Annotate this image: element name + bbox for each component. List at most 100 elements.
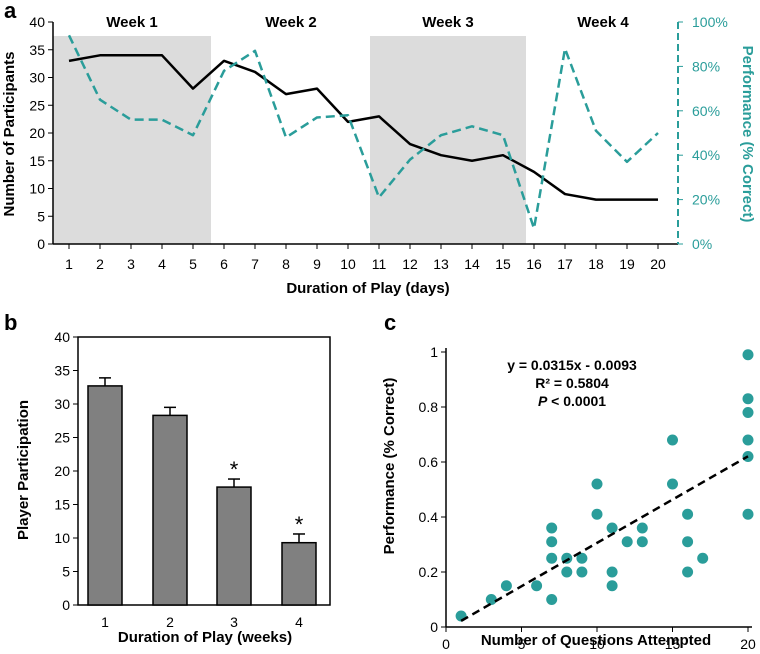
x-tick-label: 20 xyxy=(650,256,666,272)
y-axis-title-a: Number of Participants xyxy=(1,51,18,216)
x-axis-title-c: Number of Questions Attempted xyxy=(481,632,711,649)
x-tick-label: 3 xyxy=(230,614,238,630)
data-point xyxy=(682,566,694,578)
y-tick-label: 20 xyxy=(29,125,45,141)
y-tick-label: 40 xyxy=(54,329,70,345)
data-point xyxy=(531,580,543,592)
bar xyxy=(216,486,252,606)
data-point xyxy=(546,522,558,534)
y-tick-label: 35 xyxy=(29,42,45,58)
x-tick-label: 9 xyxy=(313,256,321,272)
panel-b-label: b xyxy=(4,310,17,335)
data-point xyxy=(742,434,754,446)
x-tick-label: 2 xyxy=(166,614,174,630)
data-point xyxy=(742,407,754,418)
data-point xyxy=(682,508,694,520)
y-tick-label: 20 xyxy=(54,463,70,479)
y-tick-label: 0.2 xyxy=(419,564,439,580)
trendline-line xyxy=(460,455,749,622)
data-point xyxy=(500,580,512,592)
y-tick-label: 35 xyxy=(54,363,70,379)
x-tick-label: 1 xyxy=(65,256,73,272)
y-tick-label: 0 xyxy=(37,236,45,252)
y-tick-label: 0.4 xyxy=(419,509,439,525)
y-tick-label: 0 xyxy=(430,619,438,635)
panel-a-label: a xyxy=(4,0,17,23)
r-squared-label: R² = 0.5804 xyxy=(535,375,609,391)
data-point xyxy=(546,552,558,564)
week-label: Week 1 xyxy=(106,14,157,31)
data-point xyxy=(606,522,618,534)
participants-line xyxy=(68,54,658,201)
p-value: < 0.0001 xyxy=(547,393,606,409)
data-point xyxy=(606,580,618,592)
data-point xyxy=(561,566,573,578)
x-tick-label: 4 xyxy=(295,614,303,630)
data-point xyxy=(546,594,558,605)
x-tick-label: 2 xyxy=(96,256,104,272)
axes-b: 0 5 10 15 20 25 30 35 40 xyxy=(54,329,331,613)
significance-star: * xyxy=(230,457,239,482)
x-tick-label: 12 xyxy=(402,256,418,272)
y-tick-label: 30 xyxy=(54,396,70,412)
y-tick-label: 1 xyxy=(430,344,438,360)
week-labels: Week 1 Week 2 Week 3 Week 4 xyxy=(106,14,629,31)
y-tick-label: 25 xyxy=(54,430,70,446)
x-tick-label: 1 xyxy=(101,614,109,630)
data-point xyxy=(636,536,648,548)
data-point xyxy=(591,478,603,490)
y-tick-label: 5 xyxy=(37,208,45,224)
x-tick-label: 5 xyxy=(518,636,526,652)
p-symbol: P xyxy=(538,393,548,409)
y-tick-label: 0 xyxy=(62,597,70,613)
data-point xyxy=(576,566,588,578)
x-tick-label: 8 xyxy=(282,256,290,272)
x-tick-label: 11 xyxy=(372,256,387,272)
week-band-3 xyxy=(370,36,526,244)
data-point xyxy=(576,552,588,564)
x-tick-label: 0 xyxy=(442,636,450,652)
axes-c: 00.20.40.60.810 5 10 15 20 xyxy=(419,344,756,652)
series-lines xyxy=(67,34,659,230)
data-point xyxy=(636,522,648,534)
data-point xyxy=(591,508,603,520)
data-point xyxy=(667,478,678,490)
bar xyxy=(152,414,188,606)
panel-a: a Week 1 Week 2 Week 3 Week 4 0510152025303… xyxy=(1,0,756,297)
week-label: Week 4 xyxy=(577,14,629,31)
week-label: Week 3 xyxy=(422,14,473,31)
y2-tick-label: 20% xyxy=(692,192,720,208)
significance-star: * xyxy=(295,512,304,537)
x-axis-title-b: Duration of Play (weeks) xyxy=(118,629,292,646)
x-tick-label: 10 xyxy=(589,636,605,652)
week-label: Week 2 xyxy=(265,14,316,31)
x-tick-label: 3 xyxy=(127,256,135,272)
x-tick-label: 4 xyxy=(158,256,166,272)
week-band-1 xyxy=(53,36,211,244)
bars: 1 2 * 3 * 4 xyxy=(87,377,317,630)
panel-c: c 00.20.40.60.810 5 10 15 20 y = 0.0315x - 0… xyxy=(381,310,756,652)
y-tick-label: 0.6 xyxy=(419,454,439,470)
y-axis-title-b: Player Participation xyxy=(15,400,32,540)
data-point xyxy=(606,566,618,578)
x-tick-label: 5 xyxy=(189,256,197,272)
x-tick-label: 19 xyxy=(619,256,635,272)
panel-b: b 0 5 10 15 20 25 30 35 40 1 2 * 3 * 4 Player Partici… xyxy=(4,310,331,646)
y2-tick-label: 0% xyxy=(692,236,712,252)
y2-tick-label: 80% xyxy=(692,58,720,74)
x-tick-label: 20 xyxy=(740,636,756,652)
y-tick-label: 30 xyxy=(29,70,45,86)
x-tick-label: 13 xyxy=(433,256,449,272)
x-tick-label: 14 xyxy=(464,256,480,272)
y2-tick-label: 60% xyxy=(692,103,720,119)
data-point xyxy=(697,552,709,564)
y2-tick-label: 40% xyxy=(692,147,720,163)
y-tick-label: 40 xyxy=(29,14,45,30)
x-tick-label: 7 xyxy=(251,256,259,272)
x-tick-label: 15 xyxy=(665,636,681,652)
x-tick-label: 15 xyxy=(495,256,511,272)
data-point xyxy=(621,536,633,548)
x-tick-label: 6 xyxy=(220,256,228,272)
data-point xyxy=(742,349,754,361)
